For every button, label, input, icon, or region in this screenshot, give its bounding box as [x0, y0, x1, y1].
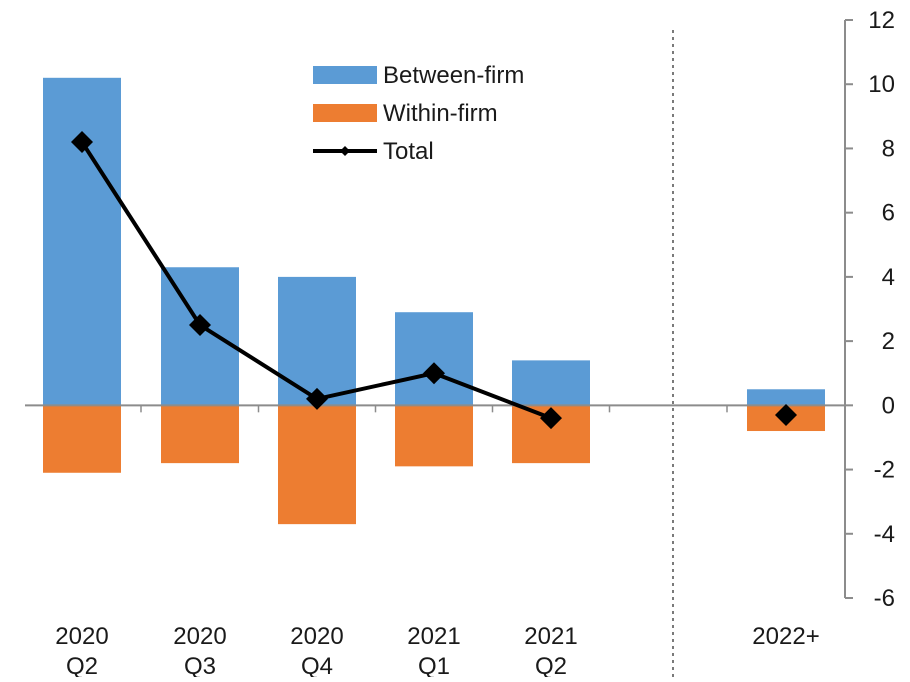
legend-label-within-firm: Within-firm — [383, 100, 498, 127]
total-point-1 — [189, 314, 211, 337]
total-point-4 — [540, 407, 562, 430]
bar-between-firm-2 — [278, 276, 356, 406]
total-line-layer — [71, 131, 797, 430]
y-tick-label-0: 12 — [868, 7, 895, 34]
y-tick-label-4: 4 — [882, 264, 895, 291]
category-label-0-1: Q2 — [66, 653, 98, 677]
total-point-2 — [306, 387, 328, 410]
y-tick-label-3: 6 — [882, 200, 895, 227]
bar-between-firm-3 — [395, 312, 473, 406]
category-label-1-0: 2020 — [173, 623, 226, 650]
y-tick-label-7: -2 — [874, 457, 895, 484]
category-label-6-0: 2022+ — [752, 623, 819, 650]
legend: Between-firm Within-firm Total — [313, 62, 524, 165]
y-tick-label-6: 0 — [882, 392, 895, 419]
bar-within-firm-2 — [278, 405, 356, 525]
y-tick-label-8: -4 — [874, 521, 895, 548]
legend-label-between-firm: Between-firm — [383, 62, 524, 89]
legend-label-total: Total — [383, 138, 434, 165]
bar-within-firm-0 — [43, 405, 121, 473]
y-tick-label-9: -6 — [874, 585, 895, 612]
category-label-2-1: Q4 — [301, 653, 333, 677]
axis-layer: 12 10 8 6 4 2 0 -2 -4 -6 2020 Q2 2020 Q3 2020 Q4 2021 Q1 2… — [25, 7, 895, 680]
y-tick-label-1: 10 — [868, 71, 895, 98]
bars-layer — [43, 77, 825, 525]
legend-swatch-within-firm — [313, 104, 377, 122]
category-label-3-0: 2021 — [407, 623, 460, 650]
category-label-2-0: 2020 — [290, 623, 343, 650]
category-label-3-1: Q1 — [418, 653, 450, 677]
total-point-6 — [775, 403, 797, 426]
category-label-4-0: 2021 — [524, 623, 577, 650]
y-tick-label-5: 2 — [882, 328, 895, 355]
category-label-1-1: Q3 — [184, 653, 216, 677]
bar-between-firm-4 — [512, 360, 590, 406]
total-point-0 — [71, 131, 93, 154]
bar-within-firm-1 — [161, 405, 239, 464]
legend-swatch-between-firm — [313, 66, 377, 84]
bar-between-firm-6 — [747, 389, 825, 406]
bar-between-firm-0 — [43, 77, 121, 406]
legend-marker-total — [340, 146, 350, 156]
category-label-4-1: Q2 — [535, 653, 567, 677]
y-tick-label-2: 8 — [882, 135, 895, 162]
category-label-0-0: 2020 — [55, 623, 108, 650]
bar-within-firm-3 — [395, 405, 473, 467]
bar-between-firm-1 — [161, 267, 239, 406]
total-point-3 — [423, 362, 445, 385]
